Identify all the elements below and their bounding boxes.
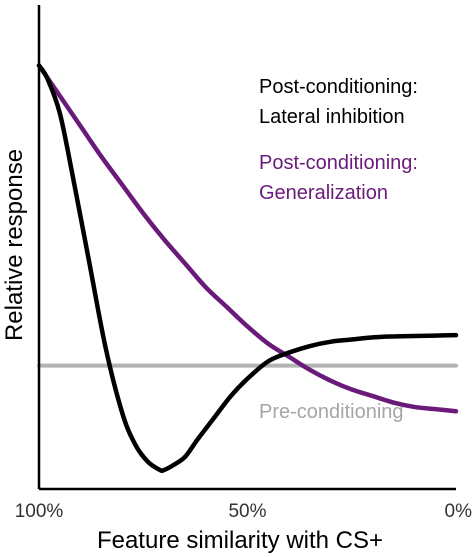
- lateral-inhibition-line: [36, 63, 459, 474]
- x-tick-label: 0%: [445, 501, 473, 522]
- y-axis-title: Relative response: [1, 149, 28, 341]
- series-label: Lateral inhibition: [259, 106, 405, 128]
- series-label: Generalization: [259, 182, 388, 204]
- x-tick-label: 50%: [228, 501, 266, 522]
- x-tick-label: 100%: [15, 501, 64, 522]
- generalization-line: [36, 63, 459, 414]
- series-label: Pre-conditioning: [259, 401, 404, 423]
- series-label: Post-conditioning:: [259, 76, 418, 98]
- series-layer: [36, 63, 459, 474]
- x-tick-layer: 100% 50% 0%: [15, 501, 472, 522]
- x-axis-title: Feature similarity with CS+: [97, 527, 383, 554]
- series-label: Post-conditioning:: [259, 152, 418, 174]
- series-label-layer: Post-conditioning: Lateral inhibition Post…: [259, 76, 418, 423]
